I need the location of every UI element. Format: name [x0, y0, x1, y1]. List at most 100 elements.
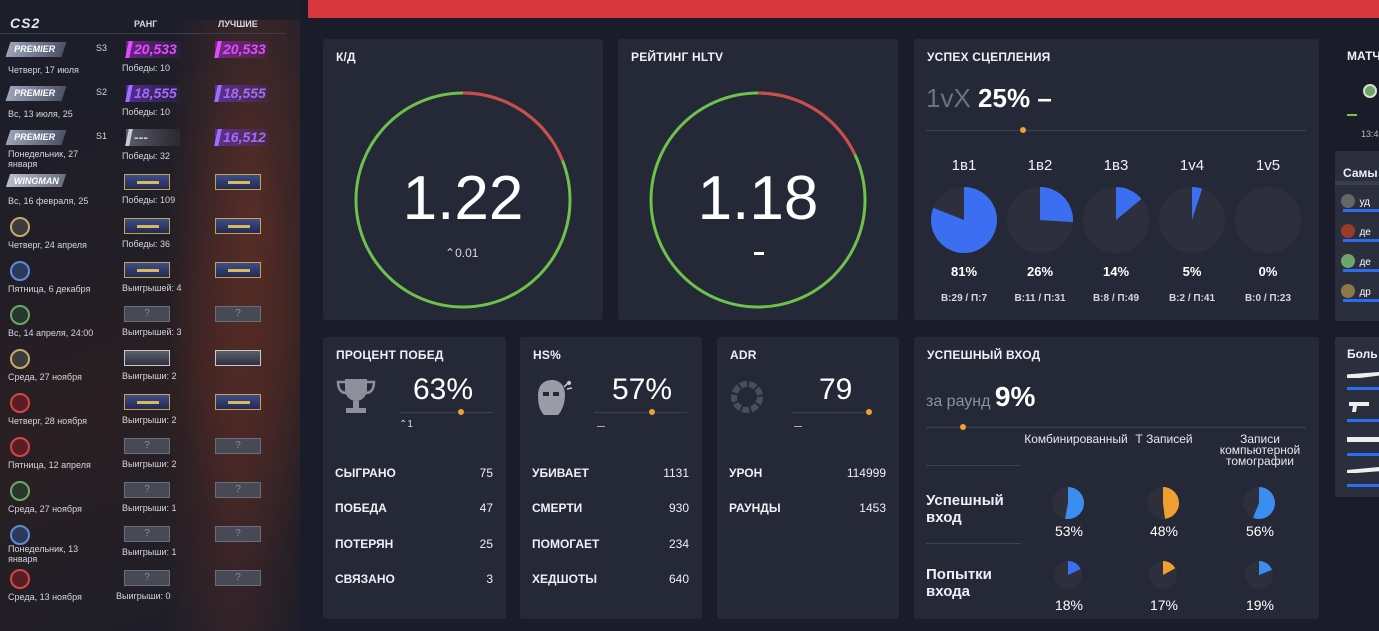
kd-title: К/Д — [336, 50, 356, 64]
rank-row[interactable]: Среда, 27 ноября ? ? Выигрыши: 1 — [0, 477, 290, 521]
best-rank-emblem-unknown: ? — [215, 482, 261, 498]
rank-row[interactable]: Среда, 13 ноября ? ? Выигрыши: 0 — [0, 565, 290, 609]
map-emblem-icon — [10, 349, 30, 369]
best-rank-emblem-unknown: ? — [215, 526, 261, 542]
most-item[interactable]: де — [1341, 222, 1371, 240]
clutch-pie — [1159, 187, 1225, 253]
hs-divider — [594, 412, 687, 413]
entry-marker — [960, 424, 966, 430]
more-title: Боль — [1347, 347, 1378, 361]
wins-count: Выигрыши: 2 — [122, 459, 177, 469]
kd-ring-red-arc — [354, 91, 572, 309]
map-emblem-icon — [10, 393, 30, 413]
kd-delta: ⌃0.01 — [445, 246, 479, 260]
chevron-up-icon: ⌃ — [445, 246, 456, 260]
match-preview[interactable]: 13:4 — [1335, 80, 1379, 140]
row-date: Среда, 13 ноября — [8, 592, 82, 602]
best-rating-value: 16,512 — [215, 129, 269, 146]
premier-badge: PREMIER — [5, 86, 67, 101]
most-item[interactable]: др — [1341, 282, 1371, 300]
rifle-icon — [1347, 467, 1379, 473]
rank-emblem-unknown: ? — [124, 482, 170, 498]
stat-label: ХЕДШОТЫ — [532, 572, 598, 586]
stat-label: ПОБЕДА — [335, 501, 387, 515]
best-rank-emblem — [215, 174, 261, 190]
wins-count: Выигрышей: 3 — [122, 327, 182, 337]
column-header-ct: Записи компьютерной томографии — [1219, 432, 1301, 468]
hs-value: 57% — [612, 373, 673, 406]
clutch-summary: 1vX 25% – — [926, 83, 1052, 113]
map-emblem-icon — [1363, 84, 1377, 98]
rank-emblem-unknown: ? — [124, 526, 170, 542]
adr-title: ADR — [730, 348, 757, 362]
wins-count: Победы: 32 — [122, 151, 171, 161]
rank-row[interactable]: Вс, 14 апреля, 24:00 ? ? Выигрышей: 3 — [0, 301, 290, 345]
winrate-title: ПРОЦЕНТ ПОБЕД — [336, 348, 444, 362]
adr-card: ADR 79 УРОН 114999 РАУНДЫ 1453 — [717, 337, 899, 619]
hltv-ring — [649, 91, 867, 309]
rank-row[interactable]: Четверг, 28 ноября Выигрыши: 2 — [0, 389, 290, 433]
entry-prefix: за раунд — [926, 393, 991, 410]
adr-delta-dash — [794, 426, 802, 427]
premier-badge: PREMIER — [5, 130, 67, 145]
entry-summary: за раунд 9% — [926, 381, 1035, 413]
rank-row[interactable]: Пятница, 12 апреля ? ? Выигрыши: 2 — [0, 433, 290, 477]
best-rank-emblem-unknown: ? — [215, 438, 261, 454]
stat-label: РАУНДЫ — [729, 501, 781, 515]
rank-row[interactable]: Четверг, 24 апреля Победы: 36 — [0, 213, 290, 257]
rank-row[interactable]: PREMIER S1 Понедельник, 27 января --- 16… — [0, 125, 290, 169]
best-rank-emblem — [215, 218, 261, 234]
stat-label: УБИВАЕТ — [532, 466, 589, 480]
clutch-title: УСПЕХ СЦЕПЛЕНИЯ — [927, 50, 1051, 64]
rank-row[interactable]: Пятница, 6 декабря Выигрышей: 4 — [0, 257, 290, 301]
entry-success-pie-combined — [1052, 487, 1084, 519]
entry-success-pct: 56% — [1245, 523, 1275, 539]
rank-emblem-unknown: ? — [124, 438, 170, 454]
clutch-item-1v1: 1в1 81% В:29 / П:7 — [929, 154, 999, 304]
row-date: Четверг, 17 июля — [8, 65, 79, 75]
clutch-pie — [1007, 187, 1073, 253]
clutch-item-1v2: 1в2 26% В:11 / П:31 — [1005, 154, 1075, 304]
entry-attempts-pie-combined — [1054, 561, 1082, 589]
stat-value: 640 — [668, 572, 689, 586]
stat-label: УРОН — [729, 466, 763, 480]
most-item[interactable]: уд — [1341, 192, 1370, 210]
pistol-icon — [1349, 402, 1369, 412]
rank-row[interactable]: Среда, 27 ноября Выигрыши: 2 — [0, 345, 290, 389]
rating-value: 18,555 — [126, 85, 180, 102]
rank-row[interactable]: PREMIER S3 Четверг, 17 июля 20,533 20,53… — [0, 37, 290, 81]
hltv-ring-red-arc — [649, 91, 867, 309]
wins-count: Выигрышей: 4 — [122, 283, 182, 293]
rating-value: --- — [126, 129, 180, 146]
rank-row[interactable]: PREMIER S2 Вс, 13 июля, 25 18,555 18,555… — [0, 81, 290, 125]
entry-divider — [926, 427, 1306, 428]
stat-value: 114999 — [846, 466, 886, 480]
entry-attempts-pct: 18% — [1054, 597, 1084, 613]
winrate-delta: ⌃1 — [399, 419, 413, 430]
entry-success-pct: 48% — [1149, 523, 1179, 539]
rank-emblem — [124, 218, 170, 234]
map-emblem-icon — [1341, 223, 1355, 238]
rank-row[interactable]: WINGMAN Вс, 16 февраля, 25 Победы: 109 — [0, 169, 290, 213]
stat-value: 3 — [486, 572, 493, 586]
clutch-item-1v5: 1v5 0% В:0 / П:23 — [1233, 154, 1303, 304]
season-label: S3 — [96, 43, 108, 53]
clutch-pie — [931, 187, 997, 253]
wins-count: Выигрыши: 2 — [122, 371, 177, 381]
best-rank-emblem-unknown: ? — [215, 306, 261, 322]
stat-value: 1453 — [859, 501, 886, 515]
row-date: Пятница, 12 апреля — [8, 460, 91, 470]
map-emblem-icon — [10, 305, 30, 325]
headshot-card: HS% 57% УБИВАЕТ 1131 СМЕРТИ 930 ПОМОГАЕТ… — [520, 337, 702, 619]
wins-count: Победы: 36 — [122, 239, 171, 249]
best-rank-emblem — [215, 394, 261, 410]
rank-row[interactable]: Понедельник, 13 января ? ? Выигрыши: 1 — [0, 521, 290, 565]
row-header-attempts: Попытки входа — [926, 566, 992, 600]
stat-label: СМЕРТИ — [532, 501, 583, 515]
chevron-up-icon: ⌃ — [399, 419, 408, 430]
sidebar-header: CS2 РАНГ ЛУЧШИЕ — [0, 0, 286, 34]
map-emblem-icon — [10, 569, 30, 589]
stat-value: 25 — [479, 537, 493, 551]
most-item[interactable]: де — [1341, 252, 1371, 270]
best-rank-emblem-unknown: ? — [215, 570, 261, 586]
